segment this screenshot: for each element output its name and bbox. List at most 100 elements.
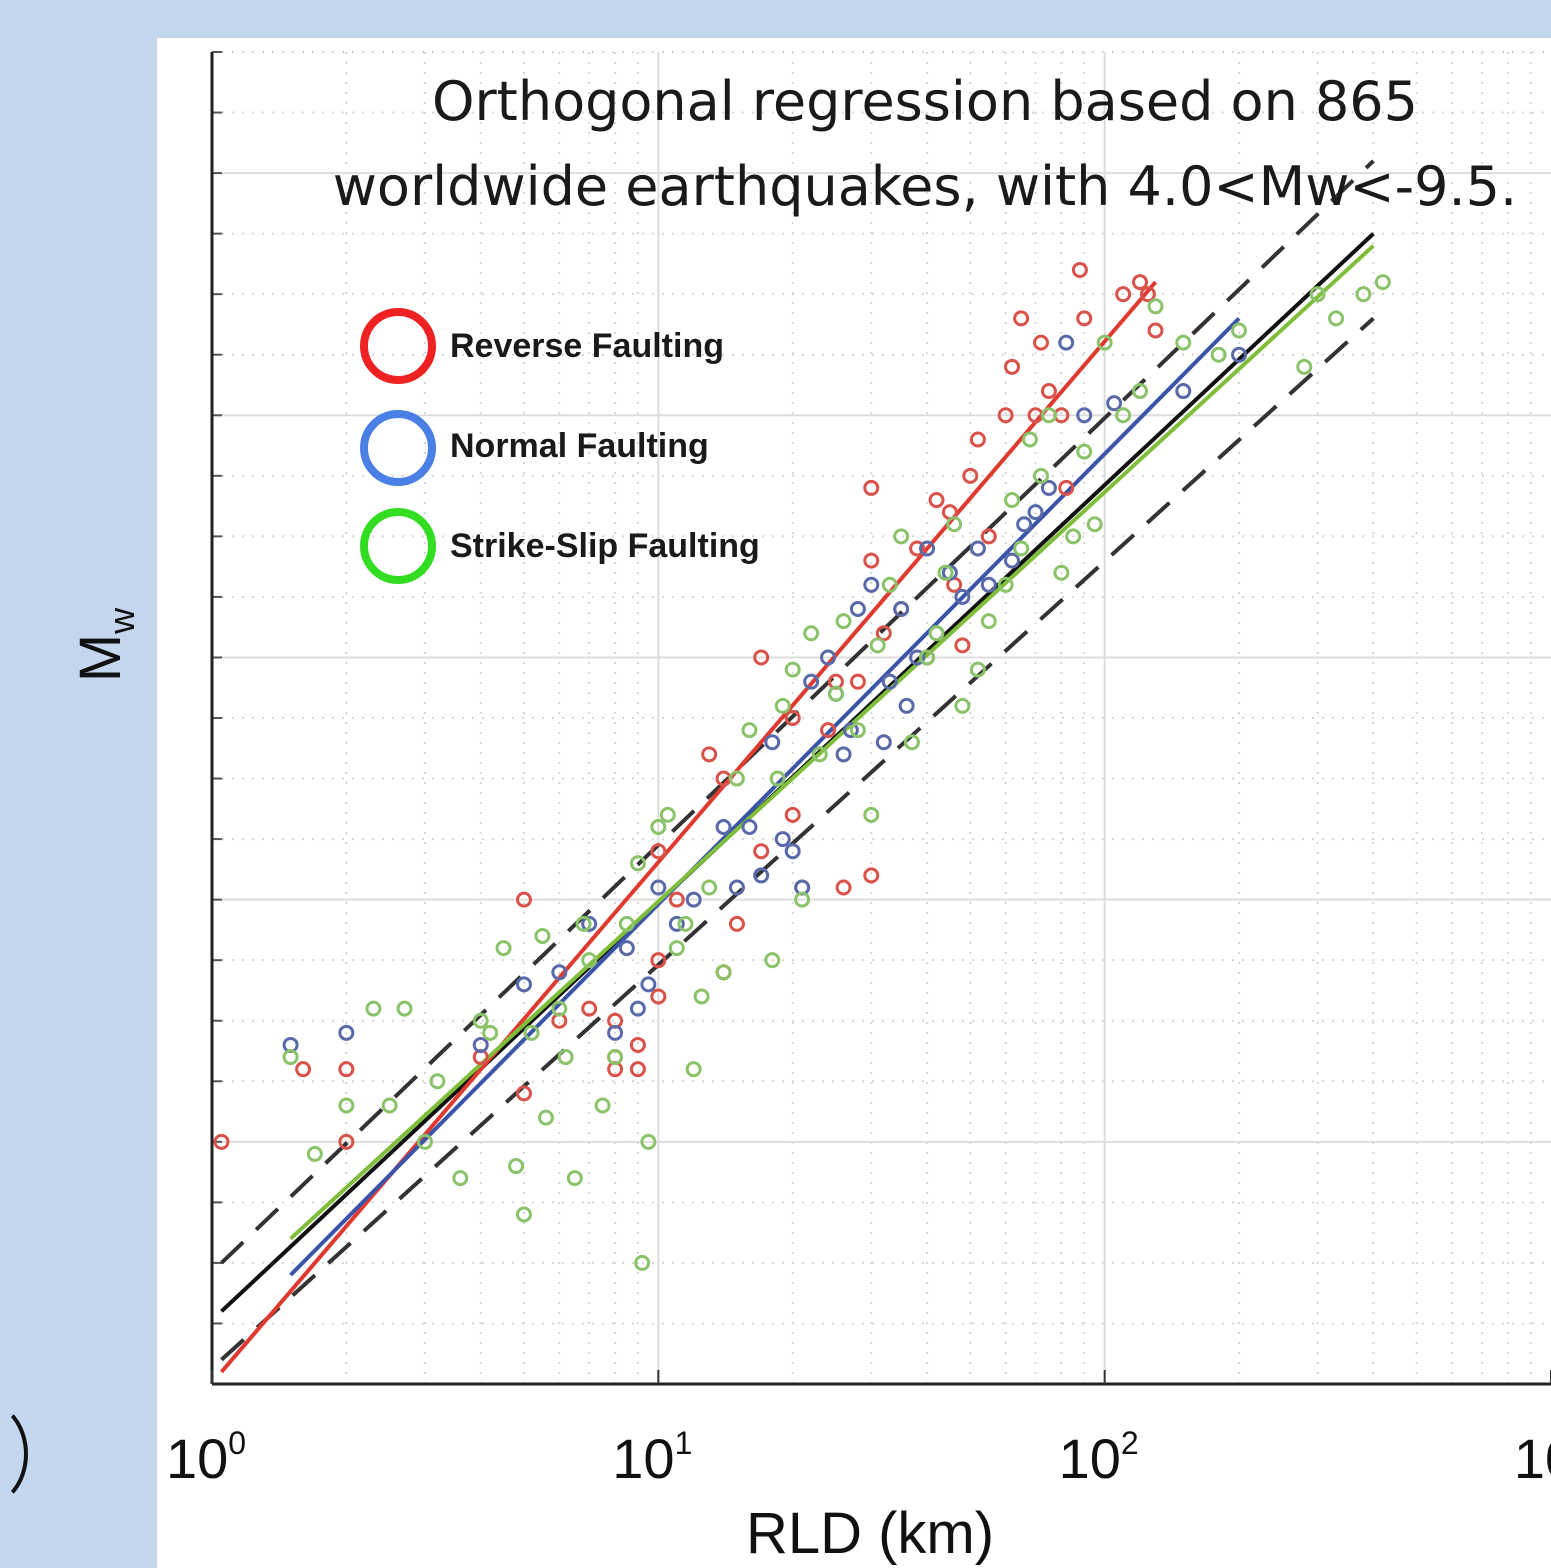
data-point (835, 879, 852, 896)
fit-line (220, 316, 1375, 1362)
legend: Reverse Faulting Normal Faulting Strike-… (360, 308, 760, 584)
data-point (741, 722, 758, 739)
data-point (482, 1024, 499, 1041)
data-point (784, 710, 801, 726)
x-tick-exponent: 0 (228, 1425, 246, 1461)
chart-title-line-1: Orthogonal regression based on 865 (432, 70, 1418, 133)
data-point (715, 818, 732, 835)
data-point (1071, 261, 1088, 278)
data-point (650, 988, 667, 1005)
data-point (629, 1061, 646, 1078)
x-tick-base: 10 (1514, 1427, 1551, 1490)
data-point (1076, 407, 1093, 424)
axes (210, 52, 1551, 1386)
data-point (962, 467, 979, 484)
data-point (875, 734, 892, 751)
data-point (338, 1097, 355, 1114)
data-point (668, 940, 685, 957)
data-point (774, 697, 791, 714)
x-tick-base: 10 (166, 1427, 228, 1490)
data-points (213, 261, 1391, 1271)
data-point (629, 855, 646, 872)
data-point (1139, 286, 1156, 303)
data-point (1231, 322, 1248, 339)
data-point (1076, 310, 1093, 327)
data-point (849, 722, 866, 739)
data-point (416, 1133, 433, 1150)
data-point (295, 1061, 312, 1078)
data-point (863, 552, 880, 569)
x-tick-base: 10 (612, 1427, 674, 1490)
data-point (784, 806, 801, 823)
data-point (1096, 334, 1113, 351)
data-point (937, 564, 954, 581)
chart-title-line-2: worldwide earthquakes, with 4.0<Mw<-9.5. (333, 155, 1517, 218)
figure-panel (157, 38, 1551, 1568)
data-point (898, 697, 915, 714)
data-point (849, 673, 866, 690)
data-point (338, 1061, 355, 1078)
data-point (1374, 274, 1391, 291)
data-point (515, 891, 532, 908)
data-point (1058, 479, 1075, 496)
data-point (1004, 552, 1021, 569)
data-point (741, 818, 758, 835)
data-point (784, 661, 801, 678)
data-point (863, 867, 880, 884)
data-point (495, 940, 512, 957)
data-point (969, 661, 986, 678)
x-tick-label-1: 101 (612, 1425, 692, 1490)
y-axis-label: Mw (68, 607, 142, 682)
x-tick-label-2: 102 (1059, 1425, 1139, 1490)
data-point (980, 576, 997, 593)
data-point (338, 1024, 355, 1041)
data-point (668, 915, 685, 932)
data-point (381, 1097, 398, 1114)
y-axis-label-sub: w (101, 607, 142, 635)
data-point (581, 915, 598, 932)
x-tick-label-3: 10 (1514, 1427, 1551, 1490)
legend-marker-strike-slip (360, 508, 436, 584)
data-point (650, 879, 667, 896)
data-point (881, 576, 898, 593)
data-point (715, 964, 732, 981)
data-point (1004, 492, 1021, 509)
data-point (969, 431, 986, 448)
legend-label-normal: Normal Faulting (450, 427, 709, 465)
x-tick-exponent: 2 (1121, 1425, 1139, 1461)
data-point (1328, 310, 1345, 327)
data-point (946, 516, 963, 533)
data-point (452, 1170, 469, 1187)
data-point (764, 952, 781, 969)
data-point (575, 915, 592, 932)
data-point (1040, 479, 1057, 496)
data-point (701, 879, 718, 896)
data-point (523, 1024, 540, 1041)
data-point (903, 734, 920, 751)
data-point (534, 927, 551, 944)
data-point (472, 1036, 489, 1053)
data-point (581, 1000, 598, 1017)
data-point (515, 1206, 532, 1223)
fit-lines (219, 159, 1375, 1374)
data-point (566, 1170, 583, 1187)
legend-label-reverse: Reverse Faulting (450, 327, 724, 365)
data-point (685, 891, 702, 908)
data-point (969, 540, 986, 557)
data-point (629, 1036, 646, 1053)
data-point (1040, 407, 1057, 424)
data-point (396, 1000, 413, 1017)
data-point (893, 528, 910, 545)
data-point (1296, 358, 1313, 375)
data-point (769, 770, 786, 787)
data-point (869, 637, 886, 654)
data-point (1004, 358, 1021, 375)
data-point (537, 1109, 554, 1126)
y-axis-label-main: M (68, 634, 133, 682)
data-point (634, 1254, 651, 1271)
data-point (863, 806, 880, 823)
fit-line (289, 244, 1375, 1241)
x-tick-exponent: 1 (675, 1425, 693, 1461)
data-point (1132, 274, 1149, 291)
